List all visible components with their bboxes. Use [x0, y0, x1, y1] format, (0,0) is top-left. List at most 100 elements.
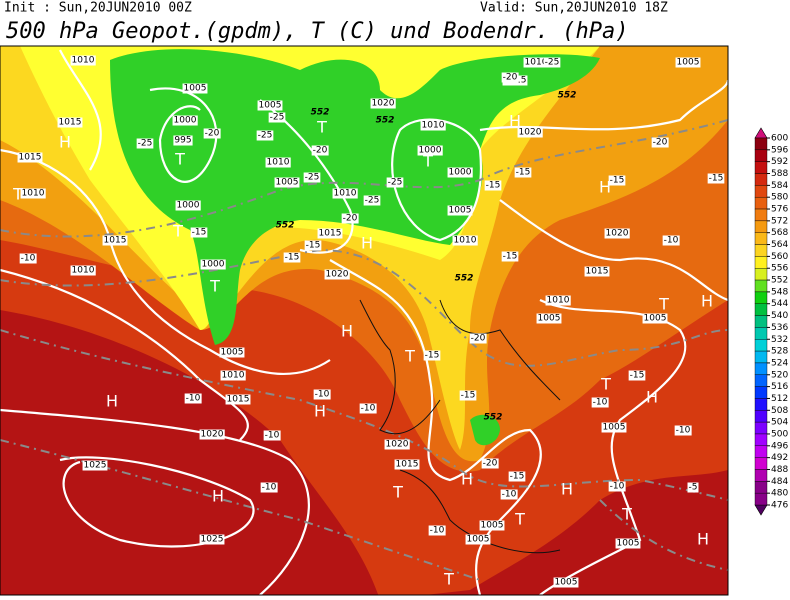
pressure-label: 1020 — [326, 270, 349, 280]
pressure-label: 1015 — [59, 118, 82, 128]
temperature-label: -20 — [653, 138, 668, 148]
colorbar-tick-label: 484 — [771, 477, 788, 487]
pressure-label-box — [394, 459, 420, 470]
pressure-label-box — [447, 167, 473, 178]
colorbar-tick-label: 500 — [771, 429, 788, 439]
temperature-label-box — [662, 235, 680, 246]
valid-time: Valid: Sun,20JUN2010 18Z — [480, 1, 668, 16]
colorbar-box — [754, 386, 768, 399]
map-labels: 1010 1005 1015 1015 1000 995 1005 1010 1005 1010 1… — [12, 55, 725, 589]
temperature-label-box — [304, 240, 322, 251]
temperature-label-box — [423, 350, 441, 361]
pressure-label: 1005 — [677, 58, 700, 68]
temperature-label-box — [707, 173, 725, 184]
temperature-label-box — [469, 333, 487, 344]
colorbar-tick-label: 536 — [771, 323, 788, 333]
pressure-center: T — [316, 118, 327, 137]
colorbar-tick-label: 560 — [771, 252, 788, 262]
pressure-label: 1005 — [221, 348, 244, 358]
temperature-label: -25 — [270, 113, 285, 123]
temperature-label-box — [268, 112, 286, 123]
temperature-label-box — [386, 177, 404, 188]
temperature-label-box — [481, 458, 499, 469]
pressure-label-box — [417, 145, 443, 156]
pressure-center: T — [443, 570, 454, 589]
colorbar-box — [754, 220, 768, 233]
pressure-label: 1015 — [396, 460, 419, 470]
pressure-label-box — [102, 235, 128, 246]
colorbar-box — [754, 232, 768, 245]
temperature-label: -20 — [503, 73, 518, 83]
temperature-label-box — [651, 137, 669, 148]
temperature-label: -15 — [486, 181, 501, 191]
pressure-center: H — [212, 487, 224, 506]
pressure-label: 1005 — [481, 521, 504, 531]
pressure-label: 1005 — [644, 314, 667, 324]
pressure-center: T — [514, 510, 525, 529]
colorbar-tick-label: 572 — [771, 216, 788, 226]
pressure-label-box — [199, 429, 225, 440]
temperature-label: -10 — [315, 390, 330, 400]
temperature-label: -10 — [664, 236, 679, 246]
pressure-label-box — [70, 55, 96, 66]
temperature-label-box — [311, 145, 329, 156]
temperature-label-box — [543, 57, 561, 68]
colorbar: 6005965925885845805765725685645605565525… — [754, 127, 788, 516]
pressure-center: T — [174, 150, 185, 169]
pressure-label: 1010 — [547, 296, 570, 306]
colorbar-box — [754, 481, 768, 494]
pressure-label: 1005 — [449, 206, 472, 216]
colorbar-box — [754, 315, 768, 328]
pressure-label: 1015 — [319, 229, 342, 239]
geopotential-label: 552 — [276, 221, 295, 231]
colorbar-box — [754, 279, 768, 293]
pressure-label-box — [332, 188, 358, 199]
pressure-label: 1015 — [19, 153, 42, 163]
pressure-label: 1010 — [267, 158, 290, 168]
pressure-label: 1020 — [519, 128, 542, 138]
colorbar-tick-label: 516 — [771, 382, 788, 392]
pressure-label: 1005 — [467, 535, 490, 545]
temperature-label-box — [190, 227, 208, 238]
map-frame — [0, 45, 729, 596]
temperature-label-box — [184, 393, 202, 404]
temperature-label: -15 — [516, 168, 531, 178]
geopotential-label: 552 — [455, 274, 474, 284]
pressure-label-box — [172, 115, 198, 126]
pressure-center: T — [422, 152, 433, 171]
pressure-label: 1005 — [276, 178, 299, 188]
temperature-label-box — [459, 390, 477, 401]
colorbar-box — [754, 161, 768, 174]
pressure-label-box — [675, 57, 701, 68]
temperature-label: -15 — [192, 228, 207, 238]
pressure-center: T — [209, 277, 220, 296]
temperature-label: -15 — [503, 252, 518, 262]
pressure-label-box — [57, 117, 83, 128]
pressure-label: 1005 — [555, 578, 578, 588]
colorbar-box — [754, 256, 768, 269]
colorbar-box — [754, 327, 768, 340]
temperature-label: -15 — [630, 371, 645, 381]
pressure-center: H — [59, 133, 71, 152]
pressure-label-box — [384, 439, 410, 450]
pressure-center: H — [106, 392, 118, 411]
map-area — [0, 46, 728, 595]
pressure-center: H — [646, 388, 658, 407]
colorbar-box — [754, 398, 768, 411]
temperature-label: -10 — [502, 490, 517, 500]
colorbar-tick-label: 576 — [771, 205, 788, 215]
colorbar-tick-label: 496 — [771, 441, 788, 451]
temperature-label-box — [263, 430, 281, 441]
colorbar-box — [754, 173, 768, 186]
temperature-label: -10 — [265, 431, 280, 441]
colorbar-tick-label: 552 — [771, 276, 788, 286]
colorbar-box — [754, 362, 768, 375]
temperature-label: -10 — [610, 482, 625, 492]
pressure-label: 1010 — [334, 189, 357, 199]
pressure-label: 1020 — [372, 99, 395, 109]
pressure-label-box — [220, 370, 246, 381]
temperature-label-box — [260, 482, 278, 493]
pressure-label: 1010 — [72, 56, 95, 66]
temperature-label: -25 — [305, 173, 320, 183]
